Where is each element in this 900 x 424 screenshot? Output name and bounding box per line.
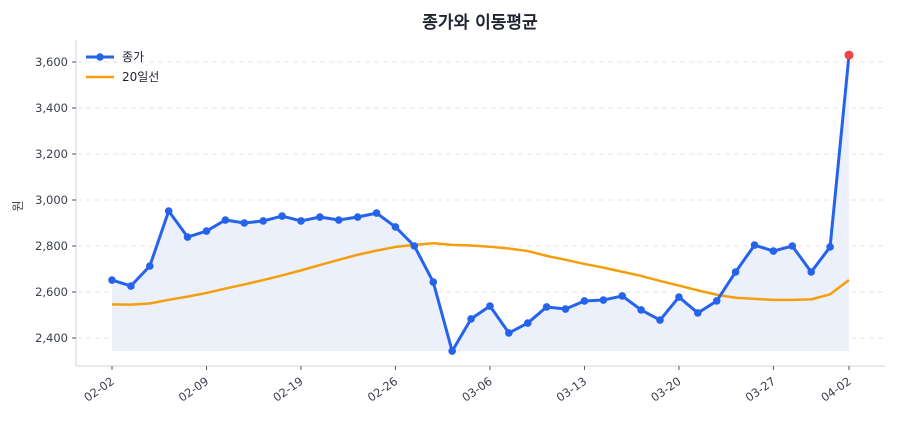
close-marker[interactable]: [183, 233, 192, 241]
close-marker[interactable]: [826, 243, 834, 251]
x-tick-label: 03-27: [743, 374, 778, 405]
close-marker[interactable]: [278, 212, 286, 220]
y-tick-label: 2,400: [35, 331, 68, 345]
close-line: [111, 54, 851, 353]
last-close-marker[interactable]: [844, 50, 854, 60]
close-marker[interactable]: [769, 247, 778, 255]
close-marker[interactable]: [372, 209, 381, 217]
y-tick-label: 3,000: [35, 193, 68, 207]
x-tick-label: 03-06: [459, 374, 494, 405]
close-marker[interactable]: [316, 213, 324, 221]
x-axis-ticks: 02-02 02-09 02-19 02-26 03-06 03-13 03-20 03-27…: [81, 366, 854, 405]
y-tick-label: 2,800: [35, 239, 68, 253]
x-tick-label: 02-02: [81, 374, 116, 405]
x-tick-label: 02-09: [176, 374, 211, 405]
close-marker[interactable]: [788, 242, 797, 250]
close-marker[interactable]: [675, 293, 683, 301]
close-marker[interactable]: [410, 242, 419, 250]
close-marker[interactable]: [429, 278, 438, 286]
close-marker[interactable]: [807, 268, 816, 276]
close-marker[interactable]: [259, 217, 267, 225]
close-marker[interactable]: [731, 268, 740, 276]
close-marker[interactable]: [334, 216, 343, 224]
y-tick-label: 3,600: [35, 55, 68, 69]
close-marker[interactable]: [561, 305, 570, 313]
x-tick-label: 02-26: [365, 374, 400, 405]
close-marker[interactable]: [523, 319, 532, 327]
close-marker[interactable]: [221, 216, 230, 224]
close-marker[interactable]: [127, 282, 135, 290]
close-marker[interactable]: [297, 217, 305, 225]
close-marker[interactable]: [712, 297, 721, 305]
legend: 종가 20일선: [86, 50, 159, 84]
legend-item-close[interactable]: 종가: [86, 50, 144, 64]
y-axis-ticks: 2,400 2,600 2,800 3,000 3,200 3,400 3,600: [35, 55, 76, 345]
close-marker[interactable]: [486, 302, 494, 310]
chart-title: 종가와 이동평균: [422, 13, 538, 33]
y-tick-label: 2,600: [35, 285, 68, 299]
close-area-fill: [112, 55, 849, 352]
close-marker[interactable]: [353, 213, 362, 221]
x-tick-label: 02-19: [270, 374, 305, 405]
close-marker[interactable]: [580, 297, 589, 305]
close-marker[interactable]: [145, 262, 154, 270]
close-marker[interactable]: [599, 296, 608, 304]
x-tick-label: 03-13: [554, 374, 589, 405]
close-marker[interactable]: [391, 223, 400, 231]
area-fill: [112, 55, 849, 352]
close-marker[interactable]: [448, 347, 456, 355]
y-tick-label: 3,400: [35, 101, 68, 115]
close-marker[interactable]: [618, 292, 627, 300]
close-marker[interactable]: [467, 315, 475, 323]
close-marker[interactable]: [694, 309, 702, 317]
close-marker[interactable]: [164, 207, 173, 215]
axes: [75, 40, 885, 367]
close-marker[interactable]: [750, 241, 759, 249]
close-marker[interactable]: [202, 227, 211, 235]
close-marker[interactable]: [656, 316, 664, 324]
legend-item-ma20[interactable]: 20일선: [86, 70, 159, 84]
x-tick-label: 04-02: [818, 374, 853, 405]
close-marker[interactable]: [240, 219, 249, 227]
series-lines: [108, 50, 854, 355]
legend-label: 20일선: [122, 70, 159, 84]
close-marker[interactable]: [505, 329, 513, 337]
close-marker[interactable]: [108, 276, 116, 284]
y-axis-label: 원: [11, 200, 25, 211]
legend-marker-icon: [96, 53, 104, 61]
y-tick-label: 3,200: [35, 147, 68, 161]
close-marker[interactable]: [637, 306, 645, 314]
x-tick-label: 03-20: [648, 374, 683, 405]
ma20-line: [111, 241, 850, 306]
legend-label: 종가: [122, 50, 144, 64]
close-marker[interactable]: [542, 303, 551, 311]
